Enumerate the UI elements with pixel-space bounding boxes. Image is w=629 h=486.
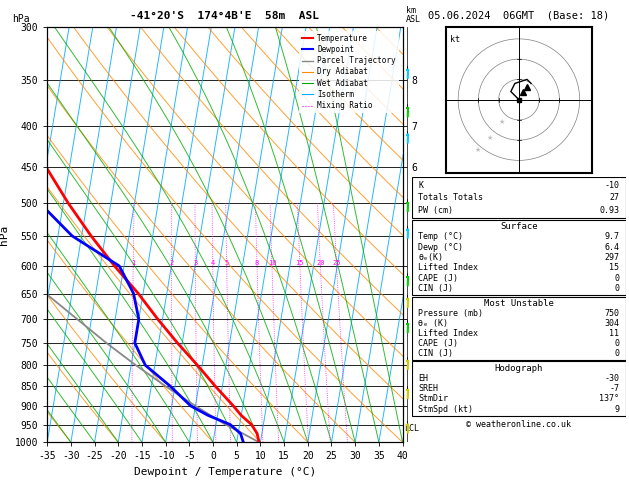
Text: Totals Totals: Totals Totals <box>418 193 484 202</box>
Text: 0: 0 <box>615 274 620 283</box>
Text: 9.7: 9.7 <box>604 232 620 242</box>
Text: 4: 4 <box>211 260 215 266</box>
Text: 1: 1 <box>131 260 135 266</box>
Text: CIN (J): CIN (J) <box>418 349 454 358</box>
Text: ★: ★ <box>499 119 505 125</box>
Text: Lifted Index: Lifted Index <box>418 329 479 338</box>
Y-axis label: hPa: hPa <box>0 225 9 244</box>
Bar <box>412 220 626 295</box>
Text: 9: 9 <box>615 405 620 414</box>
Text: hPa: hPa <box>13 14 30 24</box>
Text: 5: 5 <box>225 260 229 266</box>
Text: 10: 10 <box>268 260 276 266</box>
Text: LCL: LCL <box>404 424 419 433</box>
Text: Pressure (mb): Pressure (mb) <box>418 309 484 318</box>
Text: CIN (J): CIN (J) <box>418 284 454 293</box>
Text: 304: 304 <box>604 319 620 328</box>
Text: 3: 3 <box>193 260 198 266</box>
Text: -41°20'S  174°4B'E  58m  ASL: -41°20'S 174°4B'E 58m ASL <box>130 11 320 21</box>
Text: ★: ★ <box>486 135 493 141</box>
Text: 25: 25 <box>332 260 341 266</box>
Bar <box>412 177 626 218</box>
Text: -10: -10 <box>604 181 620 190</box>
Legend: Temperature, Dewpoint, Parcel Trajectory, Dry Adiabat, Wet Adiabat, Isotherm, Mi: Temperature, Dewpoint, Parcel Trajectory… <box>299 31 399 113</box>
Text: 137°: 137° <box>599 394 620 403</box>
Text: 2: 2 <box>169 260 174 266</box>
Text: Temp (°C): Temp (°C) <box>418 232 464 242</box>
Text: PW (cm): PW (cm) <box>418 206 454 215</box>
Bar <box>412 362 626 416</box>
Bar <box>412 296 626 360</box>
Text: StmDir: StmDir <box>418 394 448 403</box>
Text: Surface: Surface <box>500 222 538 231</box>
Text: 15: 15 <box>296 260 304 266</box>
Text: 0: 0 <box>615 339 620 348</box>
Text: 0: 0 <box>615 284 620 293</box>
Text: 6.4: 6.4 <box>604 243 620 252</box>
Text: 27: 27 <box>610 193 620 202</box>
Text: 0: 0 <box>615 349 620 358</box>
Text: StmSpd (kt): StmSpd (kt) <box>418 405 474 414</box>
X-axis label: Dewpoint / Temperature (°C): Dewpoint / Temperature (°C) <box>134 467 316 477</box>
Text: km
ASL: km ASL <box>406 6 421 24</box>
Text: EH: EH <box>418 374 428 383</box>
Text: 05.06.2024  06GMT  (Base: 18): 05.06.2024 06GMT (Base: 18) <box>428 11 610 21</box>
Text: kt: kt <box>450 35 460 44</box>
Text: -30: -30 <box>604 374 620 383</box>
Text: 15: 15 <box>610 263 620 272</box>
Text: SREH: SREH <box>418 384 438 393</box>
Text: 8: 8 <box>255 260 259 266</box>
Text: ★: ★ <box>474 147 481 153</box>
Text: 297: 297 <box>604 253 620 262</box>
Text: 11: 11 <box>610 329 620 338</box>
Text: -7: -7 <box>610 384 620 393</box>
Text: CAPE (J): CAPE (J) <box>418 274 459 283</box>
Y-axis label: Mixing Ratio (g/kg): Mixing Ratio (g/kg) <box>421 179 431 290</box>
Text: © weatheronline.co.uk: © weatheronline.co.uk <box>467 420 571 429</box>
Text: 0.93: 0.93 <box>599 206 620 215</box>
Text: K: K <box>418 181 423 190</box>
Text: Dewp (°C): Dewp (°C) <box>418 243 464 252</box>
Text: CAPE (J): CAPE (J) <box>418 339 459 348</box>
Text: θₑ(K): θₑ(K) <box>418 253 443 262</box>
Text: 750: 750 <box>604 309 620 318</box>
Text: 20: 20 <box>316 260 325 266</box>
Text: θₑ (K): θₑ (K) <box>418 319 448 328</box>
Text: Most Unstable: Most Unstable <box>484 298 554 308</box>
Text: Lifted Index: Lifted Index <box>418 263 479 272</box>
Text: Hodograph: Hodograph <box>495 364 543 373</box>
